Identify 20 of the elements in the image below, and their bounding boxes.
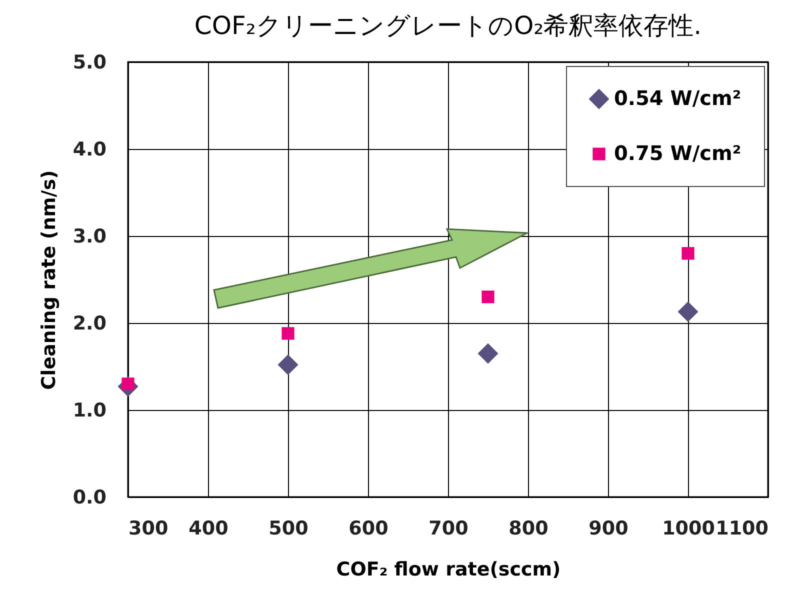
x-tick-label: 1100 [716,518,768,540]
chart-title: COF₂クリーニングレートのO₂希釈率依存性. [194,11,702,40]
y-tick-label: 3.0 [72,226,106,248]
y-tick-label: 1.0 [72,400,106,422]
x-tick-label: 1000 [662,518,715,540]
x-tick-label: 800 [508,518,548,540]
x-tick-label: 500 [268,518,308,540]
x-tick-label: 700 [428,518,468,540]
x-tick-label: 900 [588,518,628,540]
y-tick-label: 0.0 [72,486,106,508]
y-tick-label: 5.0 [72,52,106,74]
y-tick-label: 4.0 [72,138,106,160]
x-tick-label: 300 [128,518,168,540]
y-axis-title: Cleaning rate (nm/s) [38,170,60,390]
x-axis-title: COF₂ flow rate(sccm) [336,558,561,580]
x-tick-label: 400 [188,518,228,540]
y-tick-label: 2.0 [72,312,106,334]
x-tick-label: 600 [348,518,388,540]
legend-label: 0.54 W/cm² [614,86,742,110]
legend-label: 0.75 W/cm² [614,141,742,165]
